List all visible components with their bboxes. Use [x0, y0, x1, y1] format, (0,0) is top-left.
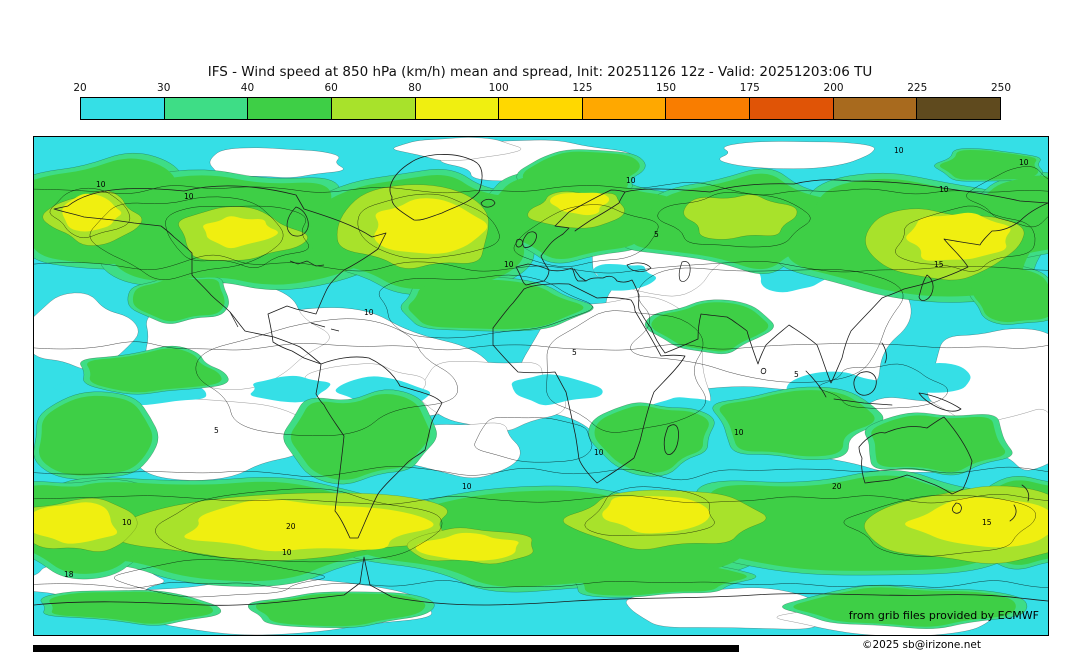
coast-britain	[522, 231, 537, 248]
contour-value-label: 10	[96, 180, 106, 189]
contour-value-label: 10	[894, 146, 904, 155]
contour-value-label: 10	[626, 176, 636, 185]
coast-north-america	[53, 185, 387, 365]
coast-new-zealand	[1009, 484, 1030, 522]
coast-caspian-sea	[678, 261, 691, 282]
colorbar-tick-label: 60	[324, 82, 338, 94]
contour-value-label: 15	[934, 260, 944, 269]
contour-value-label: 10	[734, 428, 744, 437]
colorbar-tick-label: 30	[157, 82, 171, 94]
coast-philippines	[881, 342, 887, 364]
coast-africa	[492, 283, 686, 484]
coast-cuba	[310, 322, 340, 332]
world-wind-map: 10 10 10 10 10 10 10 10 10 10 10 10 10 5 5 5 5 15 15 20 20 18	[34, 137, 1048, 635]
coast-arabia-link	[638, 294, 652, 329]
colorbar-segment	[498, 98, 582, 119]
colorbar-tick-label: 200	[823, 82, 844, 94]
contour-value-label: 10	[504, 260, 514, 269]
colorbar-segment	[81, 98, 164, 119]
contour-value-label: 20	[832, 482, 842, 491]
coast-tasmania	[952, 502, 962, 514]
contour-value-label: 20	[286, 522, 296, 531]
coast-baja	[229, 311, 239, 328]
colorbar: 20 30 40 60 80 100 125 150 175 200 225 250	[73, 82, 1011, 120]
colorbar-segment	[163, 98, 248, 119]
coast-australia	[858, 416, 973, 495]
coast-hudson-bay	[286, 206, 309, 237]
contour-value-label: 10	[122, 518, 132, 527]
map-frame: 10 10 10 10 10 10 10 10 10 10 10 10 10 5 5 5 5 15 15 20 20 18…	[33, 136, 1049, 636]
coastlines-layer	[34, 154, 1048, 606]
coast-sri-lanka	[760, 367, 767, 375]
colorbar-segment	[330, 98, 415, 119]
contour-value-label: 10	[1019, 158, 1029, 167]
contour-value-label: 5	[654, 230, 659, 239]
coast-borneo	[853, 371, 877, 396]
colorbar-tick-label: 150	[656, 82, 677, 94]
contour-value-label: 10	[282, 548, 292, 557]
contour-value-label: 5	[214, 426, 219, 435]
coast-new-guinea	[918, 392, 962, 412]
colorbar-segment	[247, 98, 331, 119]
colorbar-tick-label: 40	[240, 82, 255, 94]
coast-black-sea	[626, 262, 652, 272]
colorbar-segment	[916, 98, 1001, 119]
colorbar-tick-label: 125	[572, 82, 593, 94]
coast-mediterranean	[548, 267, 640, 296]
contour-value-label: 5	[572, 348, 577, 357]
coast-iceland	[480, 198, 496, 208]
coast-madagascar	[663, 424, 679, 455]
colorbar-segment	[581, 98, 666, 119]
contour-value-label: 10	[462, 482, 472, 491]
coast-greenland	[389, 154, 483, 221]
colorbar-segment	[665, 98, 750, 119]
colorbar-tick-label: 100	[488, 82, 509, 94]
coast-sumatra-java	[805, 370, 893, 406]
colorbar-tick-label: 175	[739, 82, 760, 94]
contour-value-label: 5	[794, 370, 799, 379]
colorbar-scale	[80, 97, 1001, 120]
coast-great-lakes	[289, 260, 325, 267]
coast-europe-scandinavia	[540, 189, 626, 271]
colorbar-segment	[832, 98, 917, 119]
colorbar-tick-label: 225	[907, 82, 928, 94]
contour-value-label: 10	[594, 448, 604, 457]
colorbar-tick-label: 80	[408, 82, 422, 94]
contour-value-label: 15	[982, 518, 992, 527]
colorbar-segment	[749, 98, 833, 119]
coast-asia-east	[650, 202, 1048, 384]
spread-contour-blobs-layer	[49, 166, 1048, 598]
contour-labels-layer: 10 10 10 10 10 10 10 10 10 10 10 10 10 5 5 5 5 15 15 20 20 18	[64, 146, 1029, 579]
contour-value-label: 18	[64, 570, 74, 579]
colorbar-tick-label: 20	[73, 82, 87, 94]
copyright-attribution: ©2025 sb@irizone.net	[862, 639, 981, 651]
coast-antarctica	[34, 556, 1048, 606]
bottom-bar	[33, 645, 739, 652]
chart-title: IFS - Wind speed at 850 hPa (km/h) mean …	[207, 64, 873, 80]
contour-value-label: 10	[184, 192, 194, 201]
contour-value-label: 10	[939, 185, 949, 194]
colorbar-tick-labels: 20 30 40 60 80 100 125 150 175 200 225 250	[73, 82, 1011, 96]
coast-ireland	[515, 238, 524, 248]
contour-value-label: 10	[364, 308, 374, 317]
coast-asia-north	[624, 179, 1048, 204]
colorbar-segment	[414, 98, 499, 119]
spread-contour-lines-layer	[34, 182, 1048, 590]
coast-south-america	[315, 356, 443, 539]
ecmwf-attribution: from grib files provided by ECMWF	[848, 609, 1039, 622]
coast-japan	[918, 274, 934, 301]
coast-iberia	[515, 263, 550, 286]
colorbar-tick-label: 250	[990, 82, 1012, 94]
